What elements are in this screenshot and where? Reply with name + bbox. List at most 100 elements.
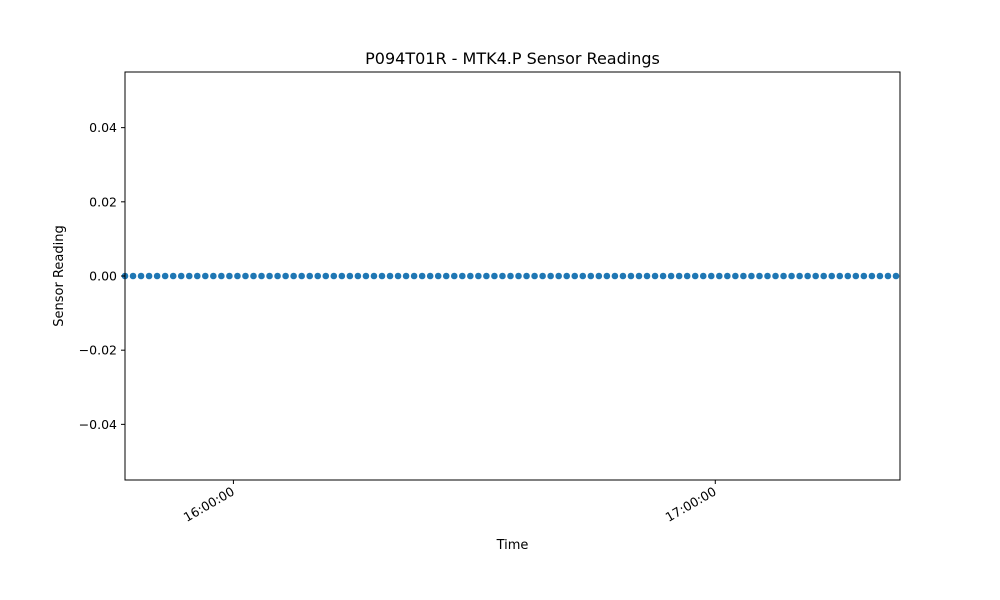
data-point (788, 272, 795, 280)
data-point (667, 272, 675, 280)
data-point (234, 272, 241, 280)
data-point (796, 272, 803, 280)
data-point (434, 272, 442, 280)
data-point (402, 272, 410, 280)
data-point (868, 272, 876, 280)
y-tick-label: 0.00 (89, 269, 117, 284)
y-axis-label: Sensor Reading (52, 225, 67, 326)
data-point (330, 272, 338, 280)
data-point (354, 272, 362, 280)
data-point (475, 272, 482, 280)
data-point (386, 272, 394, 280)
data-point (306, 272, 314, 280)
data-point (507, 272, 514, 280)
data-point (274, 272, 281, 280)
data-point (587, 272, 595, 280)
data-point (884, 272, 892, 280)
data-point (740, 272, 747, 280)
y-tick-label: −0.02 (79, 343, 117, 358)
data-point (531, 272, 538, 280)
data-point (716, 272, 723, 280)
data-point (394, 272, 402, 280)
data-point (499, 272, 506, 280)
data-point (378, 272, 386, 280)
data-point (459, 272, 466, 280)
data-point (467, 272, 474, 280)
data-point (683, 272, 691, 280)
y-axis-ticks: −0.04 −0.02 0.00 0.02 0.04 (79, 120, 125, 432)
data-point (764, 272, 771, 280)
data-point (756, 272, 763, 280)
data-point (426, 272, 434, 280)
data-point (659, 272, 667, 280)
y-tick-label: −0.04 (79, 417, 117, 432)
data-point (691, 272, 699, 280)
data-point (346, 272, 354, 280)
data-point (491, 272, 498, 280)
data-point (595, 272, 603, 280)
data-point (226, 272, 233, 280)
data-point (707, 272, 715, 280)
data-point (418, 272, 426, 280)
data-point (675, 272, 683, 280)
data-point (836, 272, 844, 280)
data-point (338, 272, 346, 280)
data-point (651, 272, 659, 280)
data-point (555, 272, 562, 280)
data-point (483, 272, 490, 280)
data-point (780, 272, 787, 280)
data-point (699, 272, 707, 280)
data-point (177, 272, 185, 280)
data-point (571, 272, 579, 280)
data-point (643, 272, 651, 280)
y-tick-label: 0.04 (89, 120, 117, 135)
data-point (820, 272, 827, 280)
data-point (635, 272, 643, 280)
data-point (724, 272, 731, 280)
data-point (410, 272, 418, 280)
plot-area (121, 272, 900, 280)
data-point (515, 272, 522, 280)
data-point (539, 272, 546, 280)
data-point (153, 272, 161, 280)
data-point (210, 272, 217, 280)
data-point (860, 272, 868, 280)
chart-title: P094T01R - MTK4.P Sensor Readings (365, 49, 660, 68)
data-point (892, 272, 900, 280)
x-axis-label: Time (496, 538, 529, 553)
data-point (185, 272, 193, 280)
data-point (852, 272, 860, 280)
data-point (844, 272, 852, 280)
data-point (282, 272, 289, 280)
data-point (250, 272, 257, 280)
data-point (266, 272, 273, 280)
data-point (812, 272, 819, 280)
data-point (804, 272, 811, 280)
data-point (370, 272, 378, 280)
data-point (145, 272, 153, 280)
data-point (290, 272, 297, 280)
data-point (442, 272, 450, 280)
data-point (314, 272, 322, 280)
data-point (129, 272, 137, 280)
data-point (748, 272, 755, 280)
data-point (242, 272, 249, 280)
y-tick-label: 0.02 (89, 194, 117, 209)
data-point (828, 272, 836, 280)
data-point (161, 272, 169, 280)
data-point (322, 272, 330, 280)
data-point (193, 272, 201, 280)
data-point (772, 272, 779, 280)
data-point (362, 272, 370, 280)
data-point (450, 272, 458, 280)
data-point (523, 272, 530, 280)
data-point (603, 272, 611, 280)
data-point (611, 272, 619, 280)
data-point (876, 272, 884, 280)
data-point (202, 272, 209, 280)
data-point (298, 272, 305, 280)
data-point (619, 272, 627, 280)
data-point (563, 272, 571, 280)
